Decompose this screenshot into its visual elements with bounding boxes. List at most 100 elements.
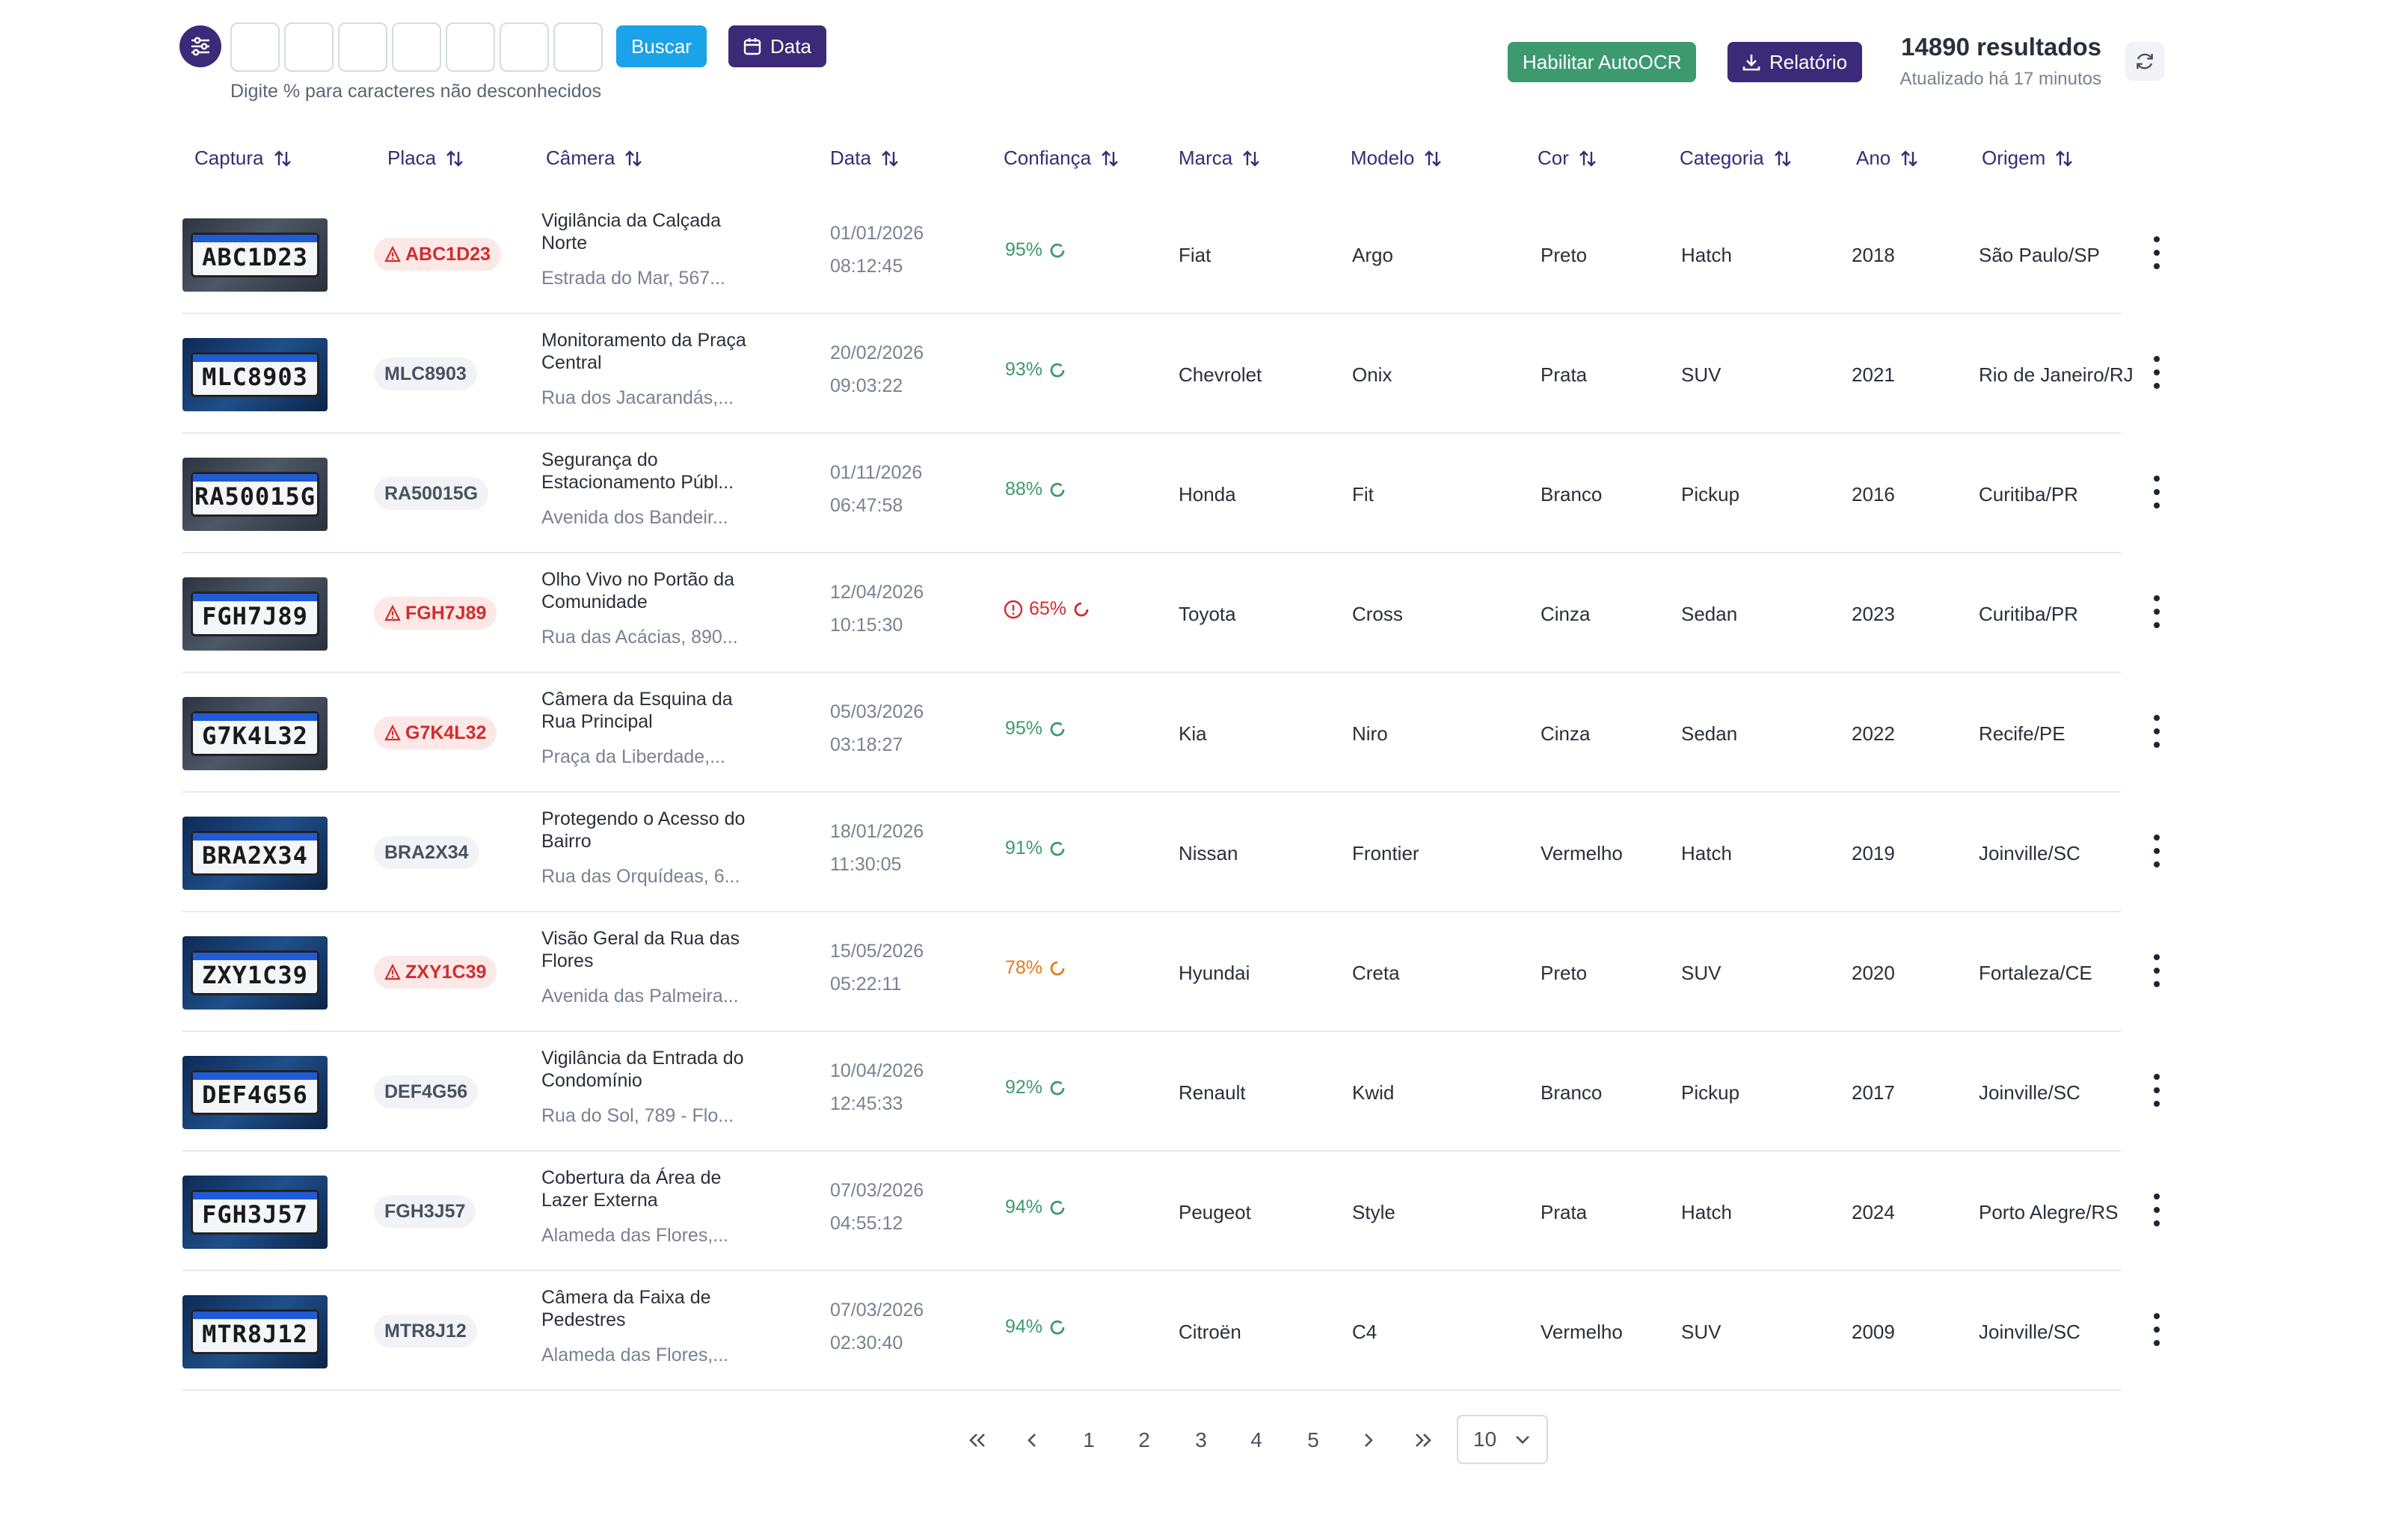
plate-char-input-6[interactable]	[500, 22, 549, 72]
first-page-button[interactable]	[956, 1415, 998, 1466]
column-header-2[interactable]: Câmera	[546, 147, 643, 170]
table-row[interactable]: ZXY1C39 ZXY1C39 Visão Geral da Rua das Flo…	[0, 912, 2408, 1032]
brand: Peugeot	[1179, 1201, 1251, 1223]
page-2-button[interactable]: 2	[1138, 1428, 1150, 1451]
table-row[interactable]: RA50015G RA50015G Segurança do Estacioname…	[0, 434, 2408, 553]
search-button[interactable]: Buscar	[616, 25, 707, 67]
row-actions-button[interactable]	[2145, 471, 2169, 513]
page-1-button[interactable]: 1	[1083, 1428, 1095, 1451]
origin: Recife/PE	[1979, 722, 2065, 745]
plate-badge[interactable]: FGH3J57	[374, 1195, 476, 1228]
row-actions-button[interactable]	[2145, 351, 2169, 393]
year: 2018	[1852, 244, 1895, 266]
filter-button[interactable]	[179, 25, 221, 67]
prev-page-button[interactable]	[1011, 1415, 1053, 1466]
chevron-down-icon	[1516, 1436, 1529, 1444]
brand: Citroën	[1179, 1321, 1241, 1343]
table-row[interactable]: MLC8903 MLC8903 Monitoramento da Praça Cen…	[0, 314, 2408, 434]
download-icon	[1742, 55, 1760, 71]
capture-date: 07/03/2026	[830, 1300, 924, 1321]
row-actions-button[interactable]	[2145, 1189, 2169, 1231]
chevron-double-left-icon	[969, 1434, 985, 1447]
table-row[interactable]: BRA2X34 BRA2X34 Protegendo o Acesso do Bai…	[0, 793, 2408, 912]
row-actions-button[interactable]	[2145, 1069, 2169, 1111]
page-size-select[interactable]: 10	[1457, 1415, 1548, 1464]
table-row[interactable]: FGH3J57 FGH3J57 Cobertura da Área de Lazer…	[0, 1152, 2408, 1271]
refresh-button[interactable]	[2125, 42, 2164, 81]
column-header-0[interactable]: Captura	[194, 147, 292, 170]
capture-time: 06:47:58	[830, 495, 903, 516]
column-header-9[interactable]: Ano	[1856, 147, 1919, 170]
plate-char-input-1[interactable]	[230, 22, 280, 72]
column-header-3[interactable]: Data	[830, 147, 900, 170]
last-page-button[interactable]	[1403, 1415, 1445, 1466]
table-row[interactable]: ABC1D23 ABC1D23 Vigilância da Calçada Nort…	[0, 194, 2408, 314]
plate-badge[interactable]: MTR8J12	[374, 1315, 477, 1348]
table-row[interactable]: DEF4G56 DEF4G56 Vigilância da Entrada do C…	[0, 1032, 2408, 1152]
page-5-button[interactable]: 5	[1307, 1428, 1319, 1451]
row-actions-button[interactable]	[2145, 950, 2169, 992]
model: Style	[1352, 1201, 1395, 1223]
enable-autoocr-button[interactable]: Habilitar AutoOCR	[1508, 42, 1697, 82]
plate-badge[interactable]: G7K4L32	[374, 716, 497, 749]
plate-char-input-7[interactable]	[553, 22, 603, 72]
kebab-icon	[2154, 503, 2160, 509]
page-4-button[interactable]: 4	[1250, 1428, 1262, 1451]
plate-photo: MTR8J12	[182, 1295, 328, 1368]
spinner-icon	[1050, 243, 1065, 257]
column-header-10[interactable]: Origem	[1982, 147, 2074, 170]
table-row[interactable]: MTR8J12 MTR8J12 Câmera da Faixa de Pedestr…	[0, 1271, 2408, 1391]
capture-thumbnail[interactable]: FGH7J89	[182, 577, 328, 651]
capture-thumbnail[interactable]: G7K4L32	[182, 697, 328, 770]
capture-thumbnail[interactable]: RA50015G	[182, 458, 328, 531]
plate-badge[interactable]: ZXY1C39	[374, 956, 497, 989]
row-actions-button[interactable]	[2145, 830, 2169, 872]
column-header-6[interactable]: Modelo	[1351, 147, 1443, 170]
row-actions-button[interactable]	[2145, 591, 2169, 633]
capture-thumbnail[interactable]: MLC8903	[182, 338, 328, 411]
date-filter-button[interactable]: Data	[728, 25, 826, 67]
plate-char-input-4[interactable]	[392, 22, 441, 72]
spinner-icon	[1050, 482, 1065, 497]
capture-thumbnail[interactable]: FGH3J57	[182, 1176, 328, 1249]
row-actions-button[interactable]	[2145, 710, 2169, 752]
column-header-label: Modelo	[1351, 147, 1415, 169]
plate-image-text: RA50015G	[194, 482, 316, 511]
column-header-1[interactable]: Placa	[387, 147, 464, 170]
column-header-7[interactable]: Cor	[1538, 147, 1597, 170]
column-header-5[interactable]: Marca	[1179, 147, 1261, 170]
camera-address: Alameda das Flores,...	[541, 1345, 729, 1365]
column-header-8[interactable]: Categoria	[1680, 147, 1793, 170]
capture-thumbnail[interactable]: DEF4G56	[182, 1056, 328, 1129]
plate-image-text: DEF4G56	[202, 1081, 308, 1109]
spinner-icon	[1050, 363, 1065, 377]
page-3-button[interactable]: 3	[1195, 1428, 1207, 1451]
capture-thumbnail[interactable]: ABC1D23	[182, 218, 328, 292]
kebab-icon	[2154, 1327, 2160, 1333]
plate-image-text: FGH3J57	[202, 1200, 308, 1229]
plate-badge[interactable]: MLC8903	[374, 357, 477, 390]
plate-char-input-3[interactable]	[338, 22, 387, 72]
row-actions-button[interactable]	[2145, 1309, 2169, 1351]
confidence: 94%	[1005, 1316, 1066, 1338]
table-row[interactable]: G7K4L32 G7K4L32 Câmera da Esquina da Rua P…	[0, 673, 2408, 793]
capture-thumbnail[interactable]: MTR8J12	[182, 1295, 328, 1368]
camera-address: Praça da Liberdade,...	[541, 746, 725, 767]
plate-badge[interactable]: DEF4G56	[374, 1075, 479, 1108]
plate-badge[interactable]: ABC1D23	[374, 238, 501, 271]
capture-thumbnail[interactable]: ZXY1C39	[182, 936, 328, 1010]
plate-badge[interactable]: FGH7J89	[374, 597, 497, 630]
table-row[interactable]: FGH7J89 FGH7J89 Olho Vivo no Portão da Com…	[0, 553, 2408, 673]
row-actions-button[interactable]	[2145, 232, 2169, 274]
plate-char-input-5[interactable]	[446, 22, 495, 72]
plate-number: MTR8J12	[384, 1320, 467, 1342]
report-button[interactable]: Relatório	[1727, 42, 1863, 82]
plate-char-input-2[interactable]	[284, 22, 334, 72]
next-page-button[interactable]	[1348, 1415, 1389, 1466]
plate-badge[interactable]: RA50015G	[374, 477, 489, 510]
column-header-4[interactable]: Confiança	[1004, 147, 1119, 170]
category: Sedan	[1681, 603, 1738, 625]
plate-badge[interactable]: BRA2X34	[374, 836, 479, 869]
spinner-icon	[1050, 841, 1065, 855]
capture-thumbnail[interactable]: BRA2X34	[182, 817, 328, 890]
